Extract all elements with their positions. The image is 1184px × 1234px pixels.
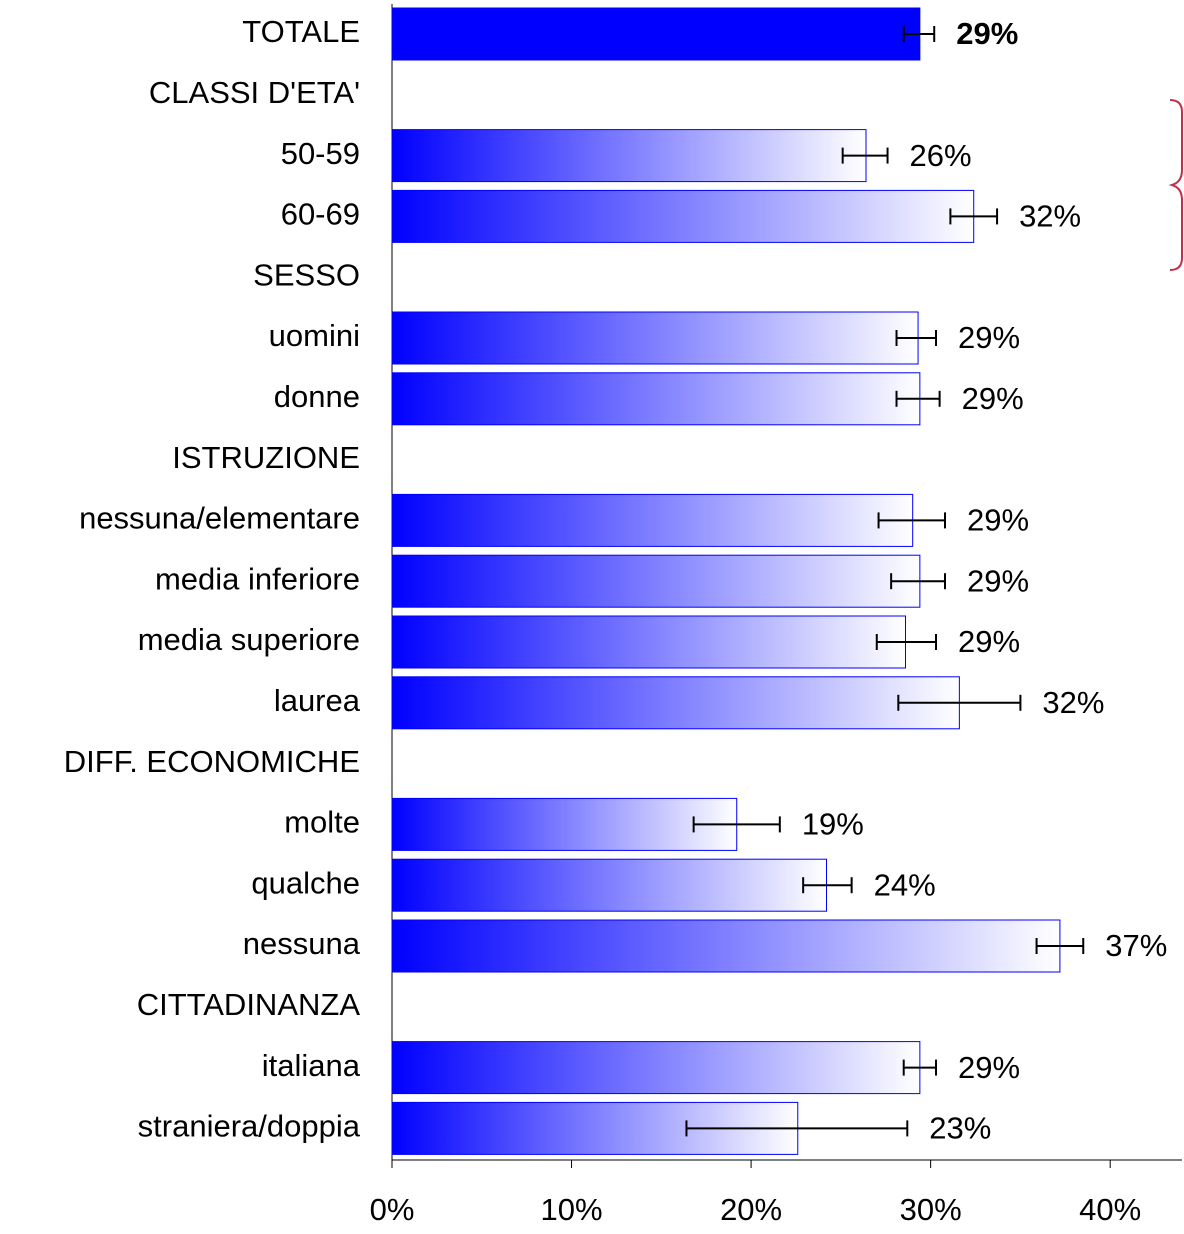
value-label: 24% xyxy=(874,867,936,902)
category-label: molte xyxy=(284,805,360,840)
value-label: 32% xyxy=(1042,685,1104,720)
value-label: 19% xyxy=(802,807,864,842)
category-label: straniera/doppia xyxy=(138,1109,361,1144)
category-label: TOTALE xyxy=(242,14,360,49)
x-tick-label: 10% xyxy=(541,1192,603,1227)
bar xyxy=(391,554,921,608)
bar xyxy=(391,189,975,243)
category-label: SESSO xyxy=(253,257,360,292)
value-label: 23% xyxy=(929,1111,991,1146)
bar xyxy=(391,129,867,183)
category-label: ISTRUZIONE xyxy=(172,440,360,475)
category-label: qualche xyxy=(251,865,360,900)
x-tick-label: 20% xyxy=(720,1192,782,1227)
bar xyxy=(391,919,1061,973)
value-label: 29% xyxy=(962,381,1024,416)
bar xyxy=(391,311,919,365)
category-label: nessuna/elementare xyxy=(79,501,360,536)
value-label: 37% xyxy=(1105,928,1167,963)
value-label: 29% xyxy=(956,16,1018,51)
category-label: media inferiore xyxy=(155,561,360,596)
bar xyxy=(391,797,738,851)
value-label: 26% xyxy=(910,138,972,173)
category-label: CLASSI D'ETA' xyxy=(149,75,360,110)
value-label: 29% xyxy=(967,503,1029,538)
significance-bracket xyxy=(1168,99,1183,271)
bar xyxy=(391,858,827,912)
bar xyxy=(391,615,906,669)
bar xyxy=(391,676,960,730)
bar xyxy=(391,493,914,547)
category-label: DIFF. ECONOMICHE xyxy=(64,744,360,779)
category-label: 60-69 xyxy=(281,197,360,232)
category-label: uomini xyxy=(269,318,360,353)
category-label: donne xyxy=(274,379,360,414)
category-label: CITTADINANZA xyxy=(137,987,361,1022)
bar xyxy=(391,372,921,426)
category-label: italiana xyxy=(262,1048,361,1083)
bar xyxy=(391,1041,921,1095)
x-tick-label: 0% xyxy=(370,1192,415,1227)
bar xyxy=(391,7,921,61)
category-label: nessuna xyxy=(243,926,361,961)
value-label: 29% xyxy=(958,1050,1020,1085)
x-tick-label: 40% xyxy=(1079,1192,1141,1227)
value-label: 29% xyxy=(967,563,1029,598)
value-label: 29% xyxy=(958,624,1020,659)
value-label: 32% xyxy=(1019,199,1081,234)
category-label: laurea xyxy=(274,683,361,718)
value-label: 29% xyxy=(958,320,1020,355)
x-tick-label: 30% xyxy=(900,1192,962,1227)
category-label: 50-59 xyxy=(281,136,360,171)
category-label: media superiore xyxy=(138,622,360,657)
